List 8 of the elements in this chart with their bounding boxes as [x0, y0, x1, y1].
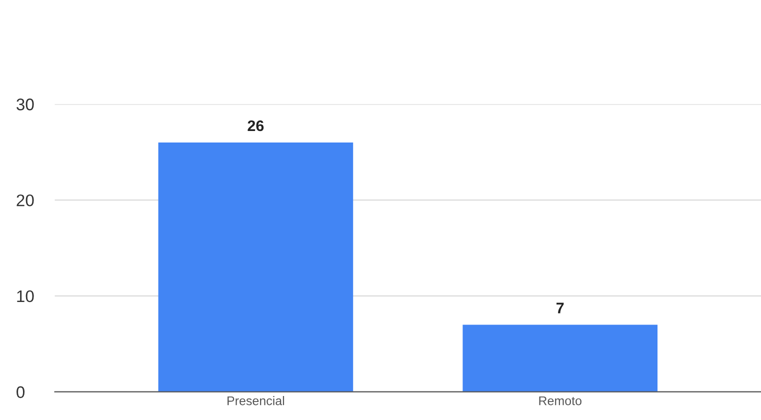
x-tick-label: Presencial — [228, 396, 284, 406]
y-tick-label: 20 — [16, 194, 34, 206]
y-tick-label: 0 — [16, 386, 25, 398]
y-tick-label: 10 — [17, 290, 34, 302]
data-label: 7 — [556, 302, 564, 314]
y-tick-label: 30 — [16, 98, 34, 110]
data-label: 26 — [248, 120, 264, 132]
x-tick-label: Remoto — [539, 396, 582, 406]
